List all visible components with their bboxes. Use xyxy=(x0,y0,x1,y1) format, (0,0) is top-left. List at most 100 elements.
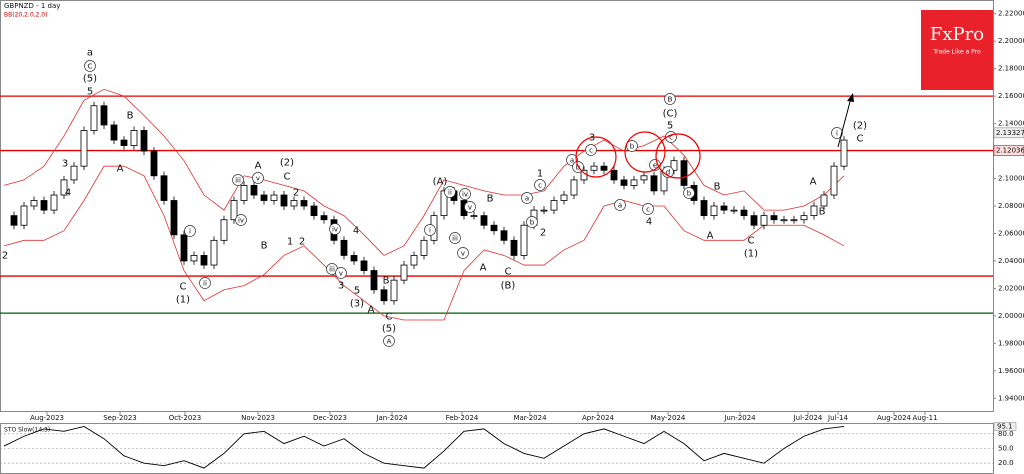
x-tick-label: Aug-2023 xyxy=(30,414,64,422)
wave-label: 5 xyxy=(667,121,673,132)
candle xyxy=(560,194,568,201)
candle xyxy=(780,219,788,222)
x-tick-label: Mar-2024 xyxy=(513,414,547,422)
candle xyxy=(370,270,378,291)
candle xyxy=(190,255,198,262)
x-tick-label: Dec-2023 xyxy=(313,414,347,422)
wave-circle xyxy=(642,203,654,215)
wave-label: v xyxy=(461,250,465,258)
x-tick-label: Jun-2024 xyxy=(723,414,756,422)
candle xyxy=(510,239,518,256)
candle xyxy=(260,194,268,201)
wave-label: v xyxy=(468,204,472,212)
wave-circle xyxy=(614,199,626,211)
sto-line xyxy=(3,425,845,469)
wave-circle xyxy=(526,216,538,228)
wave-label: 4 xyxy=(353,226,359,237)
highlight-circle xyxy=(624,131,666,173)
wave-circle xyxy=(235,214,247,226)
wave-circle xyxy=(534,179,546,191)
wave-label: 4 xyxy=(65,188,71,199)
y-tick-label: 1.94000 xyxy=(998,394,1024,402)
candle xyxy=(340,239,348,256)
wave-label: A xyxy=(480,263,487,274)
wave-label: 3 xyxy=(62,159,68,170)
wave-label: A xyxy=(707,231,714,242)
y-tick-label: 1.96000 xyxy=(998,367,1024,375)
x-tick-label: Jul-2024 xyxy=(793,414,823,422)
price-tag-label: 2.12036 xyxy=(996,147,1024,155)
y-tick-label: 2.06000 xyxy=(998,229,1024,237)
wave-label: B xyxy=(714,182,721,193)
wave-label: c xyxy=(589,147,593,155)
wave-label: 1 xyxy=(287,237,293,248)
candle xyxy=(710,205,718,217)
highlight-circle xyxy=(655,133,701,179)
candle xyxy=(60,179,68,196)
wave-label: A xyxy=(368,305,375,316)
wave-label: iii xyxy=(452,235,458,243)
candle xyxy=(150,150,158,177)
candle xyxy=(800,215,808,221)
candle xyxy=(650,175,658,192)
logo-box xyxy=(921,10,993,90)
wave-label: iii xyxy=(329,266,335,274)
wave-label: (2) xyxy=(280,158,294,169)
candle xyxy=(70,165,78,181)
wave-circle xyxy=(664,93,676,105)
candle xyxy=(480,215,488,226)
logo-tagline: Trade Like a Pro xyxy=(932,49,981,56)
wave-circle xyxy=(457,247,469,259)
candle xyxy=(360,260,368,271)
wave-label: C xyxy=(505,267,512,278)
logo-name: FxPro xyxy=(930,24,984,45)
candle xyxy=(100,105,108,126)
candle xyxy=(350,255,358,262)
wave-label: e xyxy=(653,162,657,170)
wave-label: v xyxy=(339,270,343,278)
x-tick-label: Sep-2023 xyxy=(103,414,137,422)
wave-label: i xyxy=(429,227,431,235)
wave-label: b xyxy=(530,219,535,227)
candle xyxy=(230,200,238,221)
candle xyxy=(590,165,598,171)
candle xyxy=(320,215,328,221)
wave-label: ii xyxy=(203,280,207,288)
candle xyxy=(770,215,778,221)
candle xyxy=(200,255,208,266)
candle xyxy=(290,200,298,207)
wave-circle xyxy=(831,127,843,139)
candle xyxy=(130,130,138,146)
wave-label: C xyxy=(748,236,755,247)
wave-label: (1) xyxy=(744,249,758,260)
candle xyxy=(420,239,428,256)
price-tag xyxy=(993,145,1024,156)
bb-upper xyxy=(3,88,845,256)
wave-label: (A) xyxy=(433,177,448,188)
candle xyxy=(730,209,738,212)
wave-label: A xyxy=(387,338,392,346)
wave-circle xyxy=(683,187,695,199)
candle xyxy=(680,160,688,186)
wave-circle xyxy=(184,225,196,237)
wave-label: a xyxy=(618,202,622,210)
wave-label: (C) xyxy=(663,109,678,120)
candle xyxy=(30,200,38,207)
wave-circle xyxy=(464,201,476,213)
candle xyxy=(440,190,448,217)
candle xyxy=(820,194,828,207)
osc-tick-label: 20.0 xyxy=(998,459,1014,467)
candle xyxy=(170,200,178,236)
plot-frame xyxy=(0,0,994,412)
wave-label: (5) xyxy=(83,74,97,85)
x-tick-label: Apr-2024 xyxy=(582,414,615,422)
candle xyxy=(50,194,58,211)
highlight-circle xyxy=(575,136,617,178)
wave-label: (B) xyxy=(501,281,516,292)
wave-label: 2 xyxy=(293,188,299,199)
arrow-head xyxy=(847,93,854,102)
osc-tick-label: 50.0 xyxy=(998,445,1014,453)
wave-label: 3 xyxy=(338,281,344,292)
y-tick-label: 2.00000 xyxy=(998,312,1024,320)
